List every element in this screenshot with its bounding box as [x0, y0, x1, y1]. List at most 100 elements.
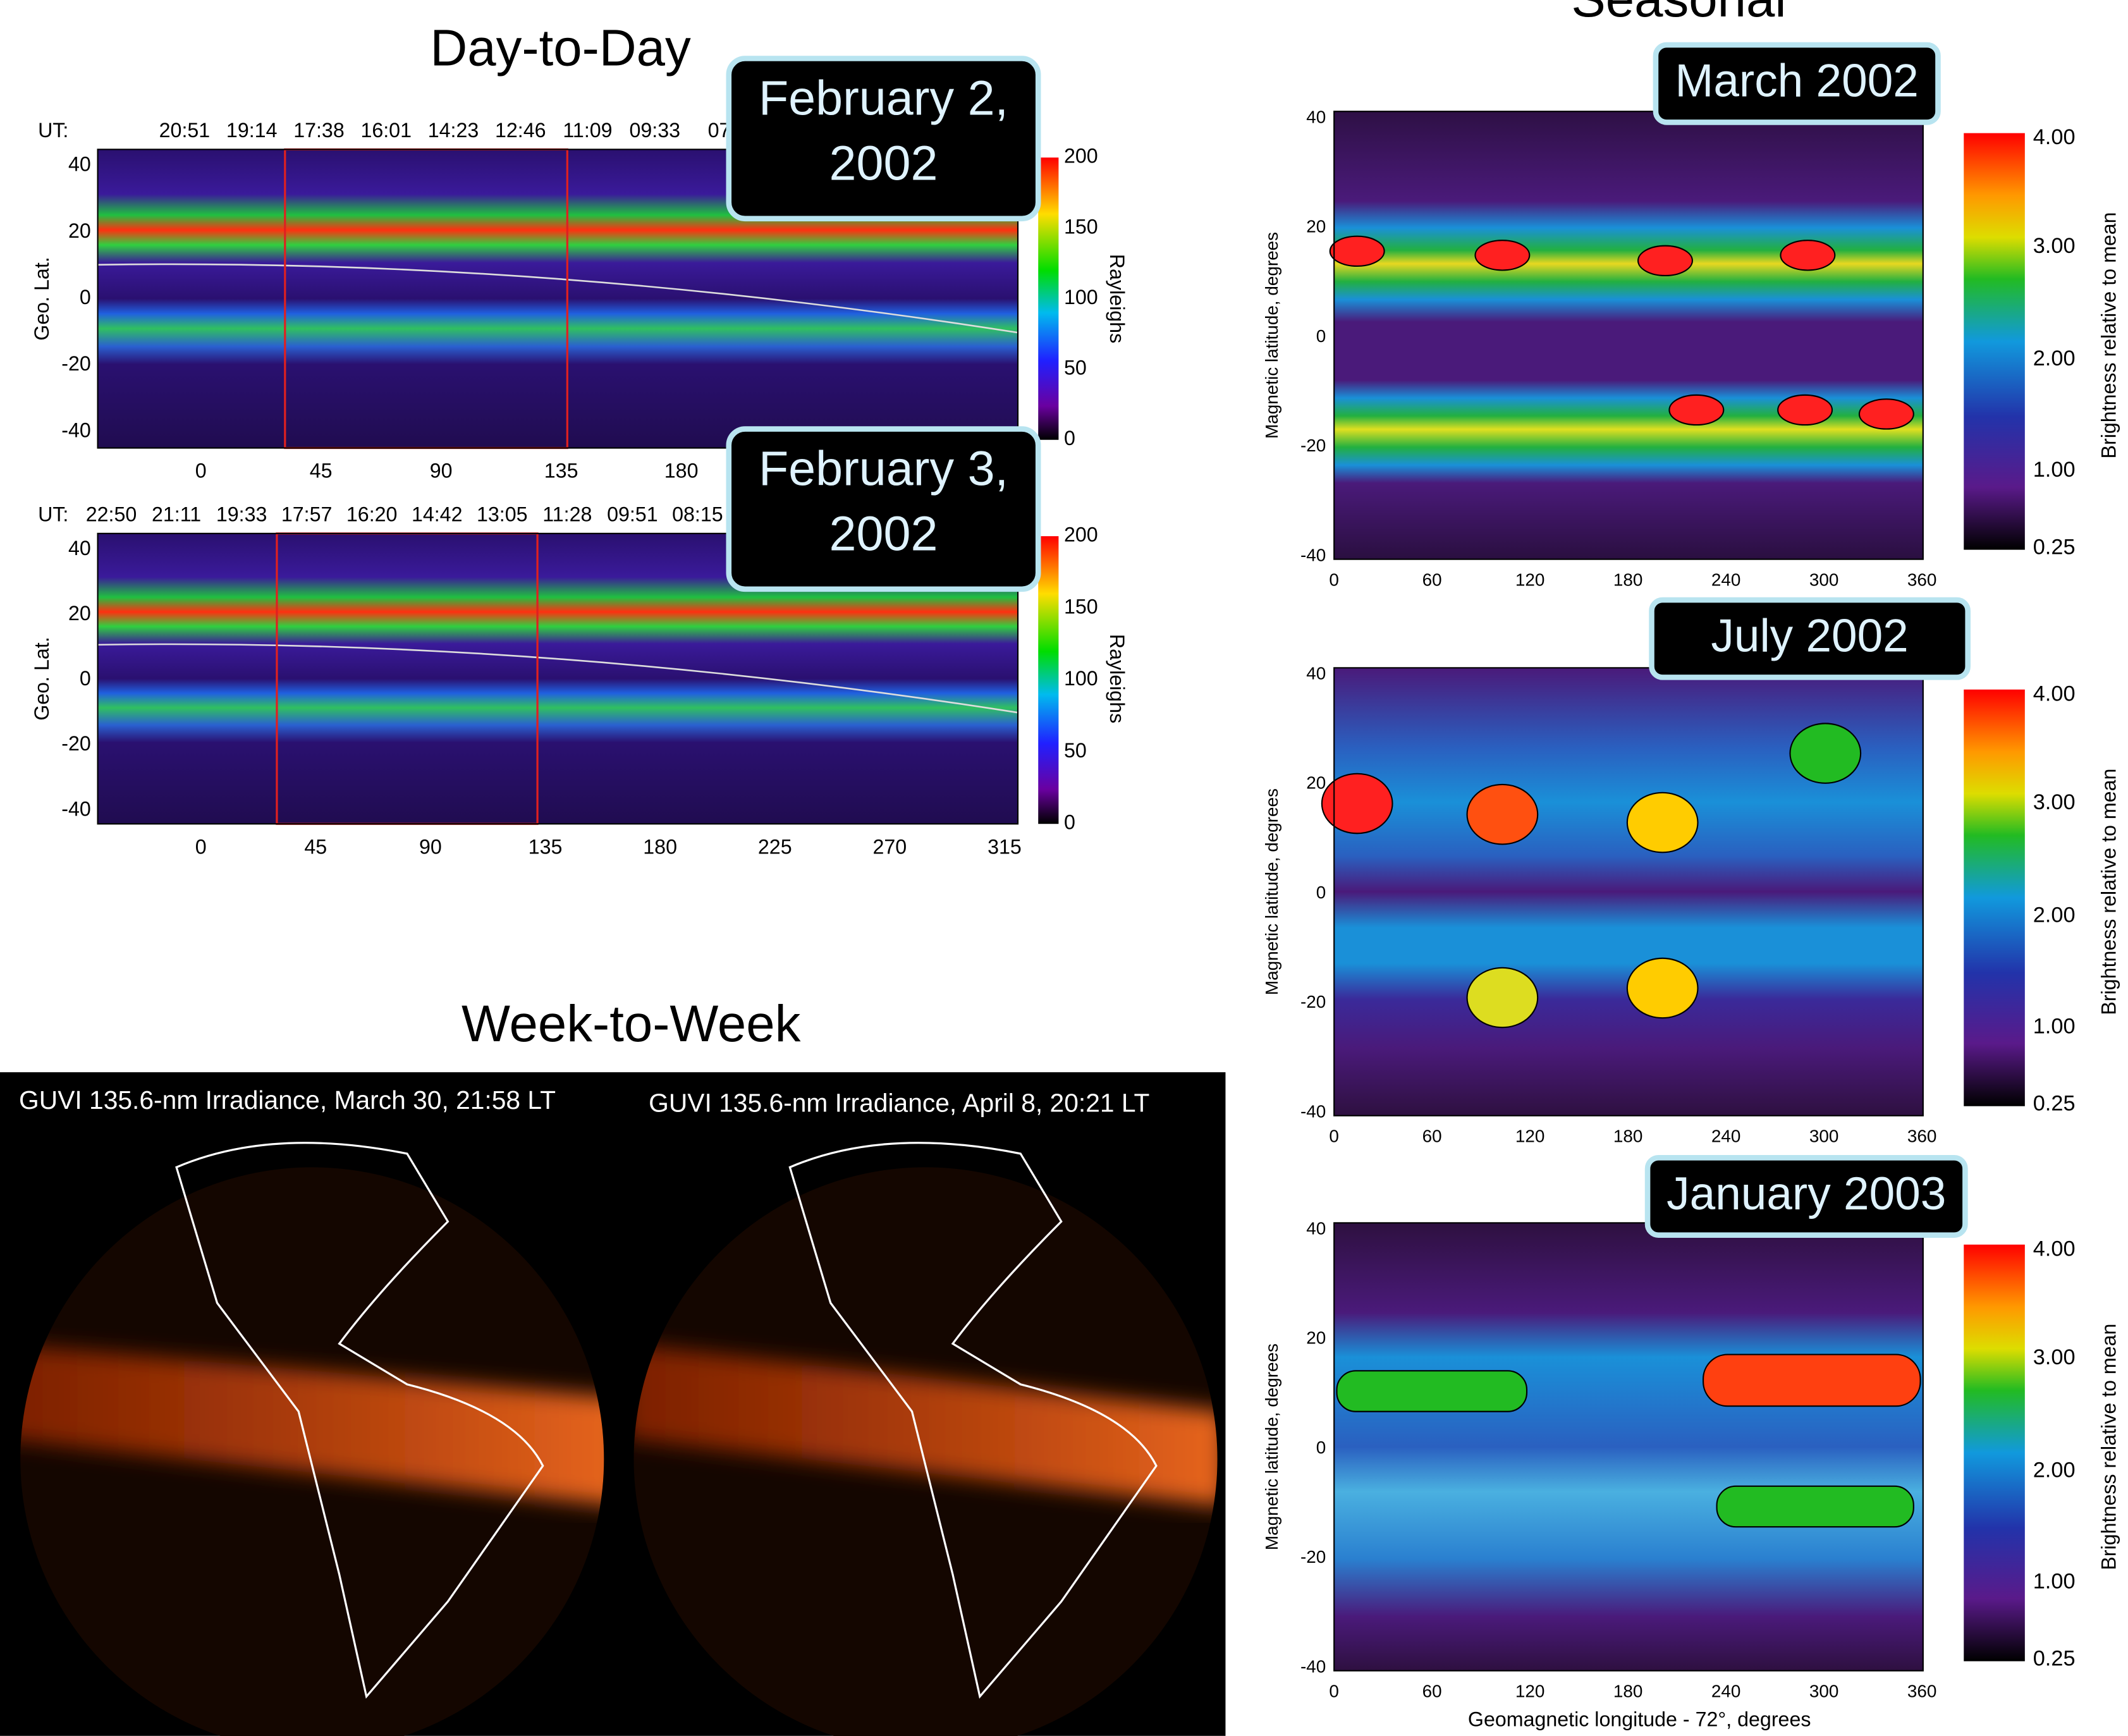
x-tick-label: 60	[1422, 1681, 1442, 1701]
colorbar-label: Brightness relative to mean	[2098, 769, 2120, 1015]
x-tick-label: 300	[1809, 1681, 1839, 1701]
y-tick-label: 0	[1316, 1438, 1326, 1457]
colorbar-label: Brightness relative to mean	[2098, 212, 2120, 458]
panel-label: March 2002	[1675, 56, 1919, 107]
plot-frame	[97, 149, 1019, 449]
y-axis-label: Geo. Lat.	[30, 637, 53, 720]
x-tick-label: 180	[1613, 570, 1643, 589]
panel-label: January 2003	[1666, 1168, 1946, 1219]
colorbar-tick-label: 150	[1064, 215, 1098, 238]
colorbar-tick-label: 0.25	[2033, 535, 2076, 559]
x-tick-label: 240	[1711, 1681, 1741, 1701]
section-title: Day-to-Day	[430, 19, 691, 76]
y-tick-label: 0	[1316, 326, 1326, 346]
x-tick-label: 300	[1809, 1126, 1839, 1146]
panel-label-box	[1649, 597, 1971, 680]
colorbar	[1038, 157, 1059, 440]
colorbar	[1964, 133, 2025, 550]
colorbar-tick-label: 50	[1064, 739, 1087, 762]
hotspot	[1703, 1354, 1921, 1407]
ut-time: 19:14	[226, 119, 278, 142]
x-tick-label: 0	[1329, 570, 1339, 589]
ut-time: 16:01	[360, 119, 412, 142]
y-tick-label: 20	[1306, 773, 1326, 793]
callout-box	[726, 56, 1041, 222]
plot-frame	[1333, 667, 1924, 1116]
callout-line: 2002	[829, 137, 938, 191]
hotspot	[1858, 398, 1914, 430]
equator-line	[97, 643, 1018, 714]
callout-line: 2002	[829, 507, 938, 561]
y-tick-label: 40	[1306, 107, 1326, 126]
y-tick-label: 20	[1306, 217, 1326, 236]
y-axis-label: Magnetic latitude, degrees	[1262, 788, 1281, 995]
colorbar	[1964, 1244, 2025, 1661]
x-tick-label: 180	[643, 835, 677, 858]
y-tick-label: 40	[68, 537, 91, 559]
colorbar-tick-label: 3.00	[2033, 790, 2076, 814]
hotspot	[1716, 1485, 1914, 1528]
ut-time: 11:28	[542, 503, 592, 525]
hotspot	[1637, 245, 1693, 277]
y-tick-label: -20	[1300, 436, 1326, 455]
image-caption: GUVI 135.6-nm Irradiance, April 8, 20:21…	[649, 1088, 1149, 1117]
x-tick-label: 45	[304, 835, 327, 858]
x-tick-label: 90	[419, 835, 442, 858]
colorbar-tick-label: 2.00	[2033, 903, 2076, 927]
x-tick-label: 270	[873, 835, 907, 858]
colorbar-tick-label: 0.25	[2033, 1092, 2076, 1116]
panel-label-box	[1644, 1155, 1968, 1238]
x-tick-label: 135	[544, 460, 578, 482]
colorbar-tick-label: 1.00	[2033, 458, 2076, 482]
x-tick-label: 0	[1329, 1126, 1339, 1146]
hotspot	[1466, 967, 1539, 1029]
x-tick-label: 135	[529, 835, 563, 858]
hotspot	[1780, 240, 1836, 271]
y-tick-label: -40	[1300, 545, 1326, 565]
y-tick-label: 20	[1306, 1328, 1326, 1348]
ut-time: 17:38	[293, 119, 345, 142]
panel-label-box	[1653, 42, 1941, 125]
x-tick-label: 120	[1515, 1681, 1545, 1701]
x-tick-label: 120	[1515, 1126, 1545, 1146]
ut-label: UT:	[38, 503, 68, 525]
x-tick-label: 90	[430, 460, 453, 482]
y-tick-label: -20	[1300, 1547, 1326, 1567]
x-tick-label: 60	[1422, 1126, 1442, 1146]
ut-time: 14:23	[428, 119, 479, 142]
x-tick-label: 45	[310, 460, 333, 482]
ut-time: 19:33	[216, 503, 267, 525]
y-tick-label: 20	[68, 602, 91, 625]
colorbar-tick-label: 100	[1064, 286, 1098, 309]
colorbar-tick-label: 2.00	[2033, 346, 2076, 370]
x-tick-label: 0	[195, 835, 207, 858]
x-tick-label: 240	[1711, 1126, 1741, 1146]
section-title: Seasonal	[1571, 0, 1786, 28]
y-axis-label: Magnetic latitude, degrees	[1262, 1343, 1281, 1550]
ut-time: 22:50	[86, 503, 137, 525]
ut-time: 21:11	[152, 503, 201, 525]
globe-left	[20, 1142, 604, 1736]
colorbar-label: Rayleighs	[1106, 254, 1128, 343]
ut-time: 14:42	[412, 503, 463, 525]
colorbar	[1038, 536, 1059, 824]
colorbar-tick-label: 0	[1064, 427, 1075, 449]
colorbar-tick-label: 4.00	[2033, 682, 2076, 706]
x-tick-label: 120	[1515, 570, 1545, 589]
ut-time: 20:51	[159, 119, 211, 142]
hotspot	[1668, 394, 1725, 426]
y-tick-label: 0	[80, 667, 91, 690]
y-tick-label: 0	[80, 286, 91, 309]
hotspot	[1626, 792, 1699, 853]
colorbar-tick-label: 100	[1064, 667, 1098, 690]
y-tick-label: -40	[1300, 1656, 1326, 1676]
colorbar-tick-label: 150	[1064, 595, 1098, 618]
ut-time: 08:15	[672, 503, 723, 525]
y-tick-label: -40	[61, 419, 91, 441]
y-axis-label: Geo. Lat.	[30, 257, 53, 340]
y-tick-label: 40	[68, 153, 91, 176]
image-caption: GUVI 135.6-nm Irradiance, March 30, 21:5…	[19, 1085, 556, 1115]
y-tick-label: 40	[1306, 663, 1326, 683]
x-tick-label: 180	[664, 460, 699, 482]
